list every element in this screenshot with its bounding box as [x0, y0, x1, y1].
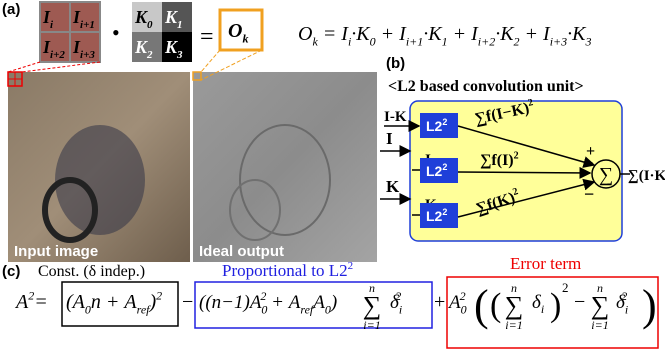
equals: =: [200, 24, 214, 50]
text-run: A: [287, 292, 301, 313]
equation: +: [434, 291, 445, 313]
sum-symbol: ∑: [505, 291, 524, 320]
text-run: L2: [426, 118, 443, 134]
text-run: +: [266, 292, 288, 313]
panel-label: (a): [2, 1, 20, 18]
text-run: +: [376, 23, 400, 45]
unit-title: <L2 based convolution unit>: [388, 78, 584, 95]
superscript: 2: [442, 162, 447, 172]
text-run: A: [71, 291, 86, 313]
sign: −: [584, 184, 594, 204]
equation: A02: [447, 289, 467, 316]
arrow: [458, 172, 590, 173]
superscript: 2: [348, 260, 354, 272]
subscript: 0: [147, 19, 153, 31]
equation: Ok = Ii·K0 + Ii+1·K1 + Ii+2·K2 + Ii+3·K3: [298, 23, 592, 49]
text-run: A: [311, 292, 325, 313]
subscript: i+1: [80, 19, 95, 31]
superscript: 2: [156, 289, 162, 303]
superscript: 2: [442, 207, 447, 217]
equation: δi: [532, 292, 544, 316]
text-run: L2: [426, 163, 443, 179]
note: Const. (δ indep.): [38, 263, 145, 280]
text-run: ): [330, 292, 337, 313]
superscript: 2: [460, 289, 466, 303]
subscript: i+2: [478, 35, 495, 49]
subscript: 3: [176, 49, 183, 61]
text-run: n +: [91, 291, 125, 313]
text-run: O: [228, 20, 242, 42]
sum-lower: i=1: [505, 318, 522, 332]
paren: (: [474, 281, 489, 330]
superscript: 2: [621, 289, 627, 303]
sign: −: [584, 155, 593, 172]
output-image: [193, 72, 377, 262]
superscript: 2: [562, 280, 569, 295]
panel-label: (b): [386, 55, 405, 72]
subscript: 1: [177, 19, 183, 31]
text-run: +: [448, 23, 472, 45]
subscript: i+3: [550, 35, 567, 49]
superscript: 2: [514, 150, 519, 161]
subscript: i: [625, 302, 628, 316]
note: Error term: [510, 254, 581, 273]
equation: −: [574, 291, 585, 313]
input-label: K: [386, 177, 400, 196]
text-run: +: [520, 23, 544, 45]
subscript: 3: [585, 35, 592, 49]
caption: Ideal output: [199, 243, 284, 260]
subscript: i+3: [80, 49, 95, 61]
unit-output: ∑(I·K): [628, 168, 665, 184]
equation: δi2: [616, 289, 628, 316]
sum-lower: i=1: [363, 318, 380, 332]
sum-symbol: ∑: [363, 291, 382, 320]
text-run: A: [14, 291, 29, 313]
text-run: L2: [426, 208, 443, 224]
subscript: i: [399, 302, 402, 316]
text-run: A: [122, 291, 137, 313]
text-run: ((n−1): [199, 292, 250, 313]
text-run: =: [318, 23, 342, 45]
superscript: 2: [527, 97, 534, 109]
text-run: O: [298, 23, 312, 45]
equation: −: [182, 291, 193, 313]
figure: (a) IiIi+1Ii+2Ii+3 • K0K1K2K3 = Ok Ok = …: [0, 0, 665, 351]
note: Proportional to L22: [222, 260, 353, 280]
paren: ): [550, 287, 561, 324]
subscript: i: [541, 302, 544, 316]
equation: (A0n + Aref)2: [66, 289, 162, 317]
equation: δi2: [390, 289, 402, 316]
subscript: 2: [146, 49, 153, 61]
superscript: 2: [395, 289, 401, 303]
subscript: k: [242, 32, 248, 46]
sum-lower: i=1: [591, 318, 608, 332]
paren: (: [490, 287, 501, 324]
subscript: i+1: [406, 35, 423, 49]
subscript: i+2: [50, 49, 65, 61]
equation: A2=: [14, 289, 48, 313]
caption: Input image: [14, 243, 98, 260]
summation: n∑i=1: [505, 281, 524, 332]
text-run: =: [34, 291, 48, 313]
summation: n∑i=1: [591, 281, 610, 332]
summation: n∑i=1: [363, 281, 382, 332]
superscript: 2: [442, 117, 447, 127]
subscript: 0: [461, 302, 467, 316]
text-run: Proportional to L2: [222, 261, 348, 280]
panel-label: (c): [2, 263, 20, 280]
block-input: I-K: [384, 109, 407, 125]
operator: •: [112, 20, 120, 45]
text-run: ∑f(I): [480, 152, 514, 169]
term: ∑f(I)2: [480, 150, 519, 169]
input-label: I: [386, 129, 393, 148]
sum-symbol: ∑: [591, 291, 610, 320]
equation: ((n−1)A02 + ArefA0): [199, 289, 337, 316]
paren: ): [642, 281, 657, 330]
sum-symbol: ∑: [599, 164, 613, 186]
